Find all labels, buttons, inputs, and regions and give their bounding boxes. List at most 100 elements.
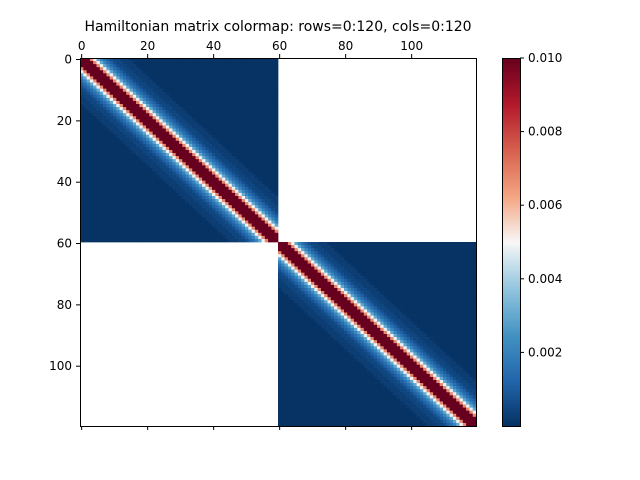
heatmap-cell: [340, 260, 345, 264]
heatmap-cell: [231, 131, 236, 136]
heatmap-cell: [357, 263, 361, 267]
heatmap-cell: [396, 297, 401, 301]
heatmap-cell: [261, 82, 266, 86]
heatmap-cell: [284, 309, 289, 313]
heatmap-cell: [274, 232, 279, 237]
heatmap-cell: [165, 82, 170, 86]
heatmap-cell: [93, 73, 97, 77]
heatmap-cell: [116, 64, 120, 68]
heatmap-cell: [159, 202, 163, 206]
heatmap-cell: [185, 156, 190, 160]
heatmap-cell: [175, 168, 180, 172]
heatmap-cell: [136, 162, 140, 166]
heatmap-cell: [83, 220, 87, 224]
heatmap-cell: [106, 104, 111, 108]
heatmap-cell: [311, 281, 315, 286]
heatmap-cell: [169, 153, 173, 157]
heatmap-cell: [113, 165, 117, 169]
heatmap-cell: [106, 110, 111, 114]
heatmap-cell: [152, 73, 157, 77]
heatmap-cell: [119, 196, 124, 200]
heatmap-cell: [185, 189, 190, 194]
heatmap-cell: [324, 260, 328, 264]
heatmap-cell: [109, 61, 114, 65]
heatmap-cell: [413, 254, 417, 258]
heatmap-cell: [142, 159, 147, 163]
heatmap-cell: [89, 183, 94, 188]
heatmap-cell: [155, 146, 160, 151]
heatmap-cell: [254, 199, 259, 203]
heatmap-cell: [83, 128, 87, 132]
heatmap-cell: [373, 260, 378, 264]
heatmap-cell: [142, 165, 147, 169]
heatmap-cell: [119, 88, 124, 93]
heatmap-cell: [195, 67, 200, 71]
heatmap-cell: [340, 248, 345, 252]
heatmap-cell: [466, 263, 470, 267]
heatmap-cell: [136, 223, 140, 228]
heatmap-cell: [136, 177, 140, 182]
heatmap-cell: [215, 232, 219, 237]
heatmap-cell: [205, 97, 210, 102]
heatmap-cell: [274, 79, 279, 83]
heatmap-cell: [116, 232, 120, 237]
heatmap-cell: [149, 85, 153, 90]
heatmap-cell: [146, 134, 150, 139]
heatmap-cell: [241, 165, 246, 169]
heatmap-cell: [268, 116, 272, 120]
heatmap-cell: [363, 278, 368, 283]
heatmap-cell: [264, 165, 269, 169]
heatmap-cell: [195, 205, 200, 209]
heatmap-cell: [360, 281, 365, 286]
heatmap-cell: [122, 134, 127, 139]
heatmap-cell: [129, 73, 134, 77]
heatmap-cell: [146, 79, 150, 83]
heatmap-cell: [320, 263, 325, 267]
heatmap-cell: [198, 140, 203, 145]
heatmap-cell: [248, 192, 252, 197]
heatmap-cell: [113, 122, 117, 126]
heatmap-cell: [406, 269, 411, 274]
heatmap-cell: [268, 226, 272, 231]
heatmap-cell: [231, 229, 236, 234]
heatmap-cell: [248, 223, 252, 228]
heatmap-cell: [152, 79, 157, 83]
heatmap-cell: [142, 88, 147, 93]
heatmap-cell: [86, 205, 91, 209]
heatmap-cell: [122, 70, 127, 74]
heatmap-cell: [284, 288, 289, 292]
heatmap-cell: [360, 291, 365, 295]
heatmap-cell: [208, 73, 213, 77]
heatmap-cell: [109, 140, 114, 145]
heatmap-cell: [89, 143, 94, 148]
heatmap-cell: [400, 275, 404, 280]
heatmap-cell: [456, 294, 460, 298]
heatmap-cell: [155, 180, 160, 185]
heatmap-cell: [251, 125, 256, 129]
heatmap-cell: [192, 61, 196, 65]
heatmap-cell: [472, 260, 477, 264]
heatmap-cell: [146, 116, 150, 120]
heatmap-cell: [406, 242, 411, 246]
heatmap-cell: [198, 232, 203, 237]
heatmap-cell: [89, 165, 94, 169]
heatmap-cell: [188, 150, 193, 154]
heatmap-cell: [251, 85, 256, 90]
chart-title: Hamiltonian matrix colormap: rows=0:120,…: [84, 19, 471, 35]
heatmap-cell: [205, 205, 210, 209]
heatmap-cell: [116, 107, 120, 111]
heatmap-cell: [159, 165, 163, 169]
heatmap-cell: [152, 146, 157, 151]
heatmap-cell: [403, 294, 408, 298]
heatmap-cell: [225, 97, 229, 102]
heatmap-cell: [182, 205, 186, 209]
heatmap-cell: [215, 64, 219, 68]
heatmap-cell: [462, 306, 467, 310]
heatmap-cell: [370, 297, 375, 301]
heatmap-cell: [202, 211, 206, 215]
heatmap-cell: [367, 275, 371, 280]
heatmap-cell: [357, 266, 361, 270]
heatmap-cell: [413, 266, 417, 270]
heatmap-cell: [146, 85, 150, 90]
heatmap-cell: [146, 208, 150, 212]
